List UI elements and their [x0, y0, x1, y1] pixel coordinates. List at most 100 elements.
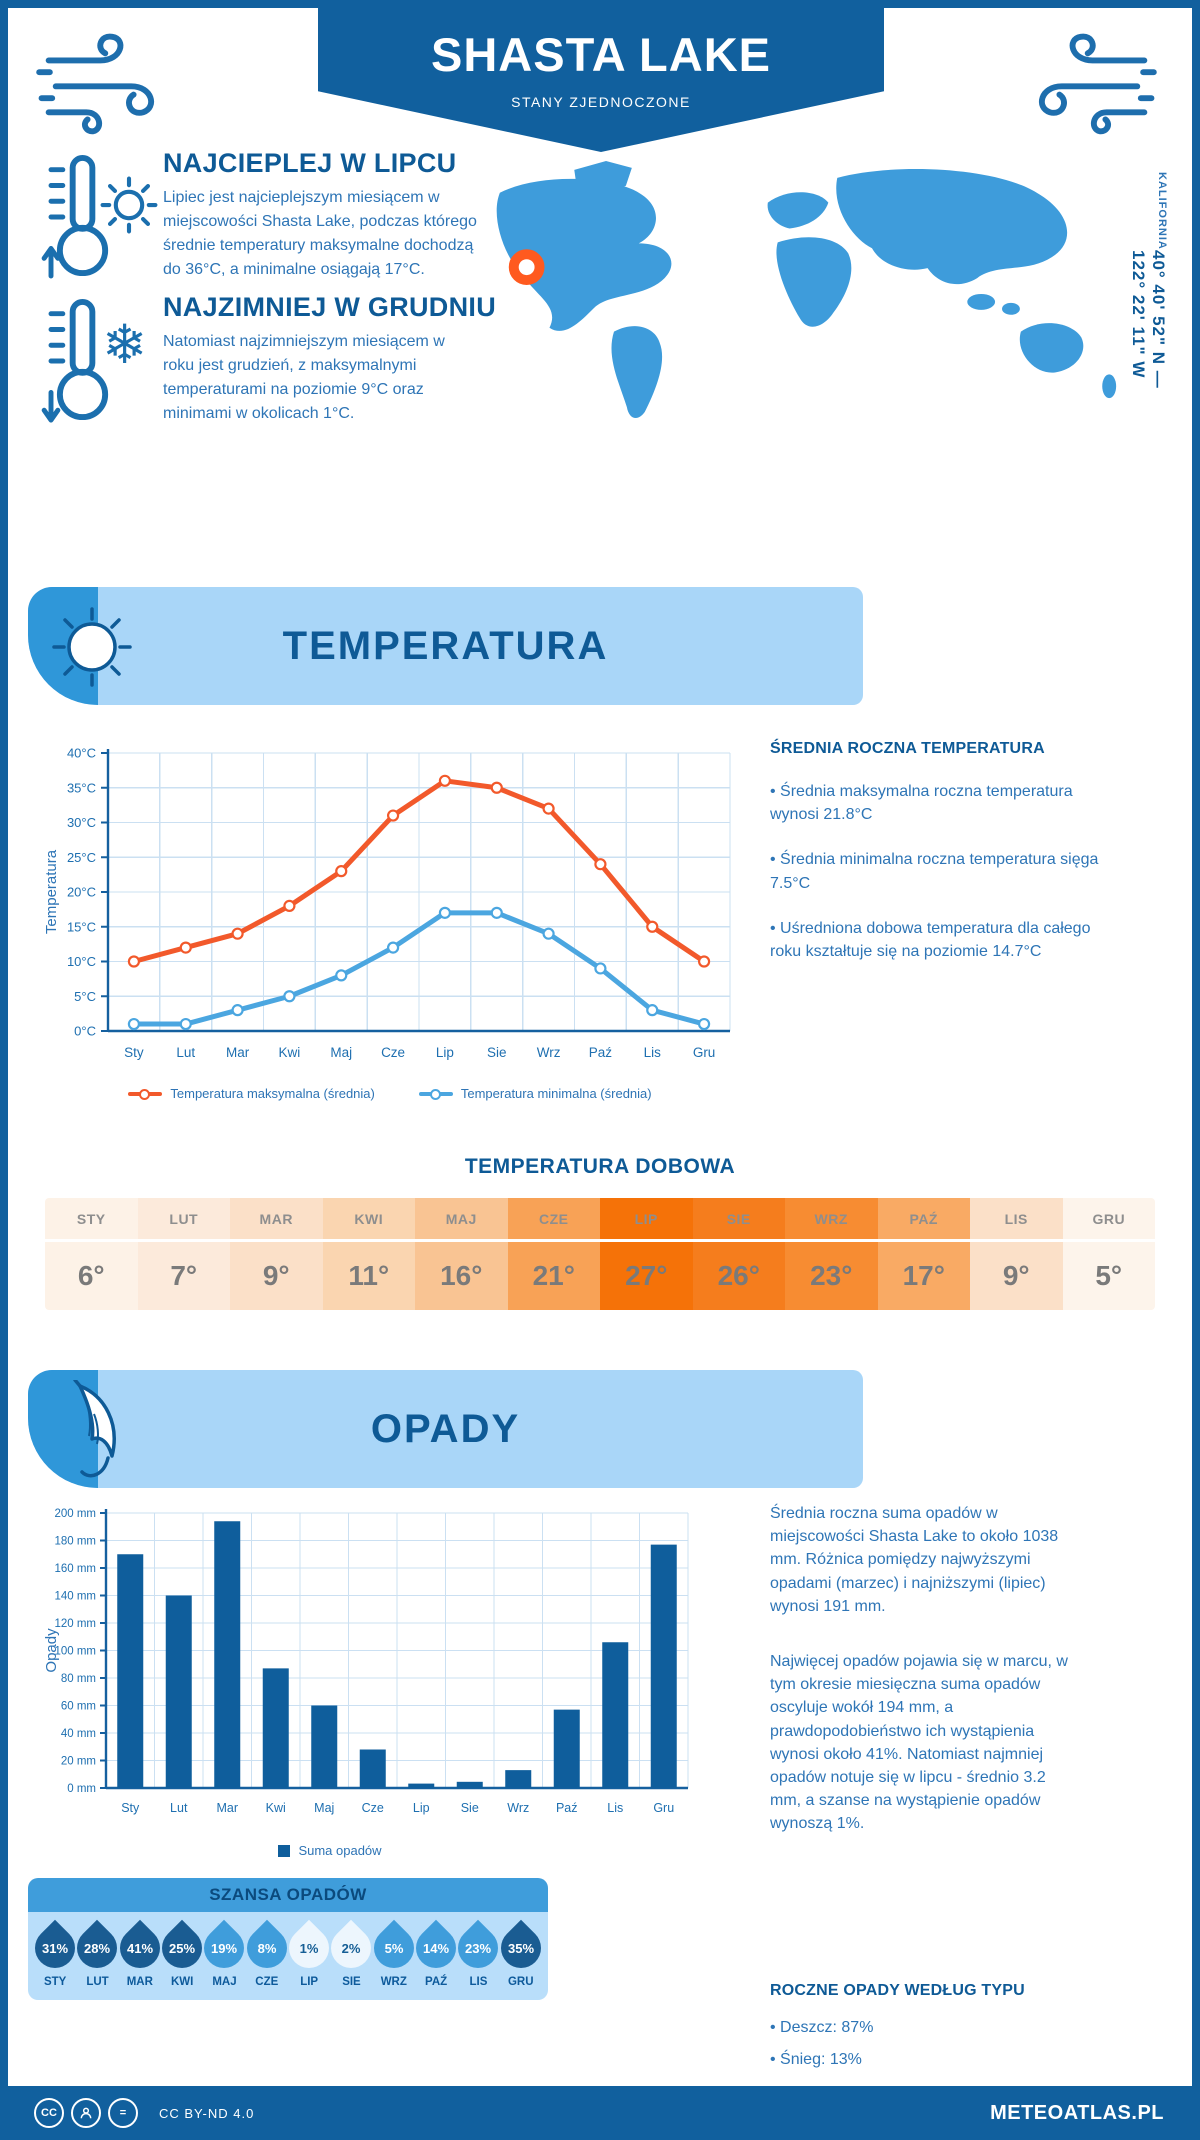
daily-temperature-heading: TEMPERATURA DOBOWA: [464, 1155, 736, 1178]
svg-text:80 mm: 80 mm: [61, 1673, 96, 1685]
svg-text:35°C: 35°C: [67, 780, 96, 795]
daily-temp-value: 23°: [810, 1260, 853, 1291]
svg-text:Lis: Lis: [607, 1801, 623, 1815]
precip-chance-percent: 14%: [423, 1940, 450, 1956]
svg-text:Paź: Paź: [556, 1801, 578, 1815]
daily-temp-cell: SIE 26°: [692, 1198, 785, 1310]
precip-chance-month: CZE: [255, 1976, 279, 1988]
precipitation-summary-1: Średnia roczna suma opadów w miejscowośc…: [770, 1505, 1059, 1615]
precip-chance-percent: 35%: [507, 1940, 534, 1956]
droplet-icon: 31%: [26, 1919, 84, 1977]
sun-banner-icon: [52, 607, 132, 687]
precip-chance-percent: 8%: [257, 1940, 277, 1956]
coldest-text: Natomiast najzimniejszym miesiącem w rok…: [163, 333, 445, 422]
page-border-left: [0, 0, 8, 2140]
daily-temp-month: KWI: [322, 1198, 415, 1242]
droplet-icon: 28%: [69, 1919, 126, 1977]
page-border-right: [1192, 0, 1200, 2140]
daily-temp-cell: MAR 9°: [230, 1198, 323, 1310]
svg-text:40°C: 40°C: [67, 746, 96, 761]
droplet-icon: 41%: [111, 1919, 169, 1977]
no-derivatives-icon: =: [108, 2098, 138, 2128]
svg-text:10°C: 10°C: [67, 954, 96, 969]
type-bullet-snow: Śnieg: 13%: [770, 2048, 873, 2072]
precip-chance-item: 31% STY: [26, 1919, 84, 1988]
header-banner: SHASTA LAKE STANY ZJEDNOCZONE: [318, 0, 884, 152]
daily-temp-cell: LIS 9°: [970, 1198, 1063, 1310]
legend-min-label: Temperatura minimalna (średnia): [460, 1086, 652, 1101]
thermometer-up-icon: [36, 152, 131, 285]
daily-temp-month: GRU: [1062, 1198, 1155, 1242]
temperature-line-chart: 0°C 5°C 10°C 15°C 20°C 25°C 30°C 35°C 40°C Sty Lut…: [40, 735, 750, 1085]
location-coordinates: KALIFORNIA 40° 40' 52" N — 122° 22' 11" …: [1128, 168, 1168, 428]
page-subtitle: STANY ZJEDNOCZONE: [511, 94, 691, 110]
daily-temp-cell: LIP 27°: [600, 1198, 693, 1310]
svg-text:120 mm: 120 mm: [54, 1618, 96, 1630]
wind-icon: [1008, 25, 1158, 148]
droplet-icon: 25%: [153, 1919, 211, 1977]
droplet-icon: 1%: [280, 1919, 338, 1977]
svg-text:20°C: 20°C: [67, 885, 96, 900]
daily-temp-value: 6°: [77, 1260, 105, 1291]
legend-item-max: Temperatura maksymalna (średnia): [128, 1086, 375, 1101]
daily-temp-month: MAR: [230, 1198, 323, 1242]
droplet-icon: 2%: [323, 1919, 380, 1977]
daily-temp-value: 5°: [1095, 1260, 1123, 1291]
svg-text:15°C: 15°C: [67, 919, 96, 934]
precipitation-section-banner: OPADY: [28, 1370, 863, 1488]
legend-max-label: Temperatura maksymalna (średnia): [170, 1086, 375, 1101]
svg-text:Temperatura: Temperatura: [43, 849, 60, 934]
license-label: CC BY-ND 4.0: [159, 2105, 255, 2121]
daily-temp-month: MAJ: [415, 1198, 508, 1242]
svg-text:Sty: Sty: [124, 1045, 144, 1060]
precipitation-chance-heading: SZANSA OPADÓW: [28, 1878, 548, 1912]
annual-bullet: Średnia maksymalna roczna temperatura wy…: [770, 780, 1100, 826]
cc-icon: CC: [34, 2098, 64, 2128]
svg-text:Maj: Maj: [330, 1045, 352, 1060]
svg-text:Gru: Gru: [693, 1045, 716, 1060]
droplet-icon: 5%: [365, 1919, 423, 1977]
temperature-banner-title: TEMPERATURA: [282, 623, 609, 668]
droplet-icon: 14%: [407, 1919, 465, 1977]
coordinates-label: 40° 40' 52" N — 122° 22' 11" W: [1129, 249, 1168, 389]
page-title: SHASTA LAKE: [431, 28, 771, 81]
svg-text:100 mm: 100 mm: [54, 1646, 96, 1658]
footer: CC = CC BY-ND 4.0 METEOATLAS.PL: [0, 2086, 1200, 2140]
precipitation-summary-2: Najwięcej opadów pojawia się w marcu, w …: [770, 1653, 1068, 1833]
svg-text:Mar: Mar: [226, 1045, 250, 1060]
precip-chance-item: 14% PAŹ: [407, 1919, 465, 1988]
precip-chance-percent: 19%: [211, 1940, 238, 1956]
annual-temperature-panel: ŚREDNIA ROCZNA TEMPERATURA Średnia maksy…: [770, 740, 1100, 963]
precip-chance-item: 28% LUT: [69, 1919, 126, 1988]
annual-bullet: Średnia minimalna roczna temperatura się…: [770, 848, 1100, 894]
precipitation-type-heading: ROCZNE OPADY WEDŁUG TYPU: [770, 1982, 1025, 1999]
daily-temp-cell: MAJ 16°: [415, 1198, 508, 1310]
bar-chart-legend: Suma opadów: [40, 1843, 620, 1858]
precip-chance-percent: 23%: [465, 1940, 492, 1956]
precipitation-banner-title: OPADY: [370, 1406, 521, 1451]
daily-temp-value: 9°: [262, 1260, 290, 1291]
svg-text:25°C: 25°C: [67, 850, 96, 865]
precip-chance-item: 2% SIE: [323, 1919, 380, 1988]
license-icons: CC = CC BY-ND 4.0: [34, 2098, 254, 2128]
precip-chance-month: PAŹ: [425, 1976, 448, 1988]
precip-chance-month: LUT: [86, 1976, 109, 1988]
legend-item-min: Temperatura minimalna (średnia): [418, 1086, 652, 1101]
daily-temp-value: 7°: [170, 1260, 198, 1291]
daily-temp-month: LIP: [600, 1198, 693, 1242]
daily-temp-month: PAŹ: [877, 1198, 970, 1242]
precip-chance-month: GRU: [507, 1976, 534, 1988]
daily-temp-cell: CZE 21°: [507, 1198, 600, 1310]
precip-chance-item: 41% MAR: [111, 1919, 169, 1988]
annual-temperature-heading: ŚREDNIA ROCZNA TEMPERATURA: [770, 740, 1045, 757]
daily-temp-month: STY: [45, 1198, 138, 1242]
svg-text:30°C: 30°C: [67, 815, 96, 830]
svg-text:Sie: Sie: [487, 1045, 507, 1060]
daily-temp-month: LUT: [137, 1198, 230, 1242]
svg-text:5°C: 5°C: [74, 989, 96, 1004]
svg-text:200 mm: 200 mm: [54, 1508, 96, 1520]
daily-temp-value: 16°: [440, 1260, 483, 1291]
precip-chance-item: 19% MAJ: [196, 1919, 253, 1988]
precip-chance-month: STY: [43, 1976, 67, 1988]
precip-chance-item: 35% GRU: [492, 1919, 550, 1988]
